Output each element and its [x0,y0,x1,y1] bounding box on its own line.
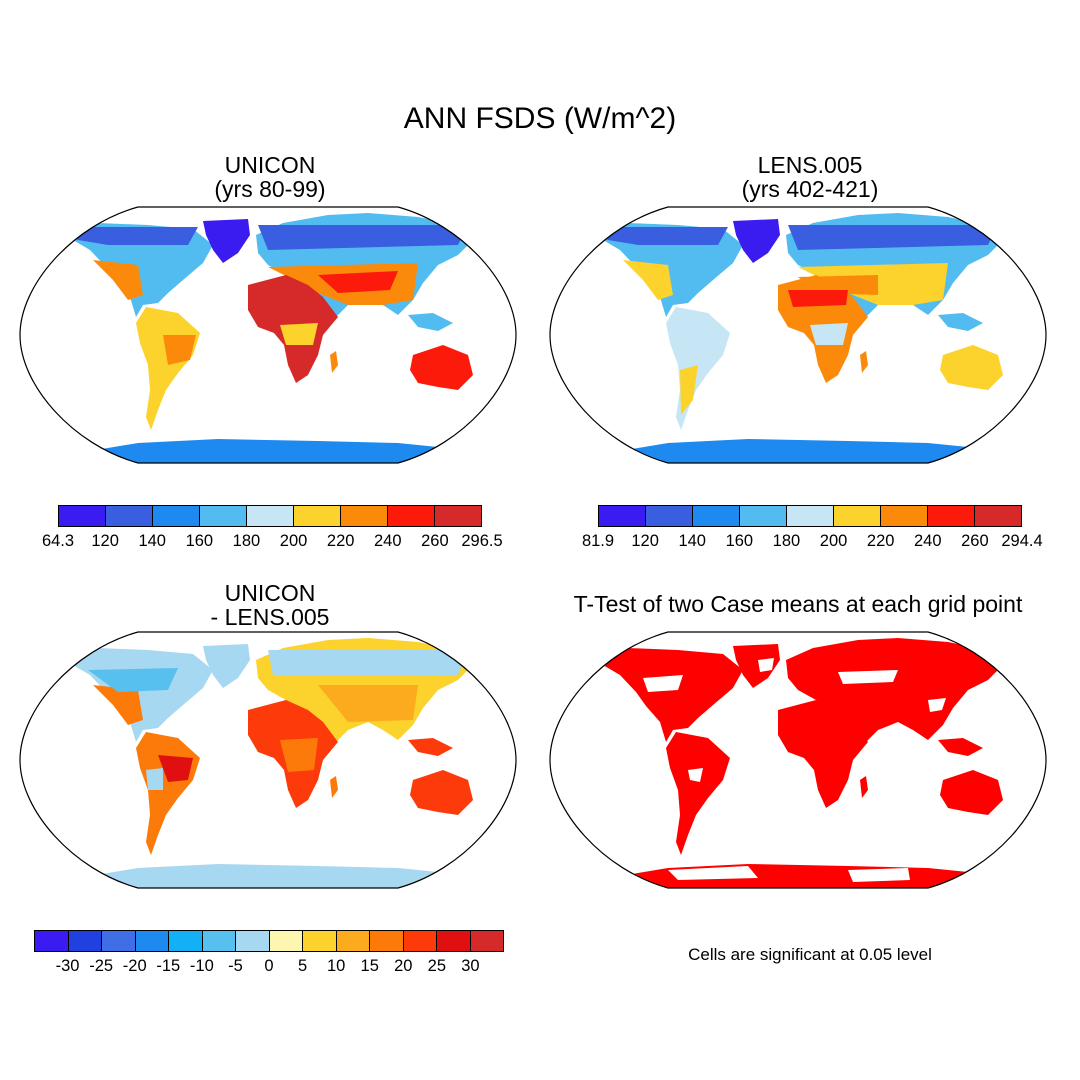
colorbar-tick-label: 260 [961,532,989,550]
colorbar-tick-label: 120 [91,532,119,550]
colorbar-tick-label: 10 [326,957,346,975]
colorbar-tick-label: 160 [185,532,214,550]
colorbar-tick-label: 120 [631,532,659,550]
colorbar-boxes [598,505,1022,527]
colorbar-swatch [834,506,881,526]
colorbar-swatch [975,506,1021,526]
colorbar-tick-label: 260 [421,532,449,550]
colorbar-swatch [35,931,69,951]
colorbar-tick-label: 20 [394,957,413,975]
colorbar-tick-label: 296.5 [461,532,503,550]
colorbar-swatch [437,931,471,951]
colorbar-swatch [236,931,270,951]
colorbar-swatch [928,506,975,526]
significance-note: Cells are significant at 0.05 level [688,945,932,964]
colorbar-tick-label: 160 [725,532,754,550]
colorbar-tick-label: 140 [138,532,166,550]
colorbar-swatch [102,931,136,951]
colorbar-tick-label: 30 [461,957,480,975]
colorbar-swatch [200,506,247,526]
colorbar-boxes [58,505,482,527]
colorbar-tick-label: 180 [232,532,261,550]
colorbar-swatch [341,506,388,526]
colorbar-tick-label: 140 [678,532,706,550]
panel-title-lens: LENS.005 (yrs 402-421) [660,153,960,201]
colorbar-tick-label: 240 [914,532,942,550]
colorbar-tick-label: -25 [89,957,114,975]
panel-title-ttest: T-Test of two Case means at each grid po… [573,591,1023,617]
panel-title-line2: - LENS.005 [210,604,330,630]
colorbar-swatch [470,931,503,951]
colorbar-unicon: 64.3 120 140 160 180 200 220 240 260 296.5 [42,505,503,555]
colorbar-tick-label: 25 [427,957,447,975]
colorbar-swatch [740,506,787,526]
colorbar-lens: 81.9 120 140 160 180 200 220 240 260 294.4 [582,505,1043,555]
colorbar-tick-label: 81.9 [581,532,615,550]
colorbar-swatch [403,931,437,951]
colorbar-tick-label: 220 [866,532,895,550]
colorbar-swatch [202,931,236,951]
panel-title-line2: (yrs 80-99) [214,176,326,202]
colorbar-swatch [153,506,200,526]
colorbar-tick-label: 0 [264,957,274,975]
colorbar-tick-label: -15 [156,957,181,975]
colorbar-swatch [106,506,153,526]
colorbar-tick-label: 240 [374,532,402,550]
colorbar-boxes [34,930,504,952]
colorbar-swatch [135,931,169,951]
colorbar-tick-label: -10 [189,957,214,975]
panel-title-line1: LENS.005 [757,152,863,178]
colorbar-swatch [370,931,404,951]
figure-title: ANN FSDS (W/m^2) [403,102,677,135]
colorbar-tick-label: -30 [55,957,80,975]
colorbar-swatch [169,931,203,951]
colorbar-swatch [599,506,646,526]
colorbar-difference: -30 -25 -20 -15 -10 -5 0 5 10 15 20 25 30 [34,930,504,980]
colorbar-tick-label: 220 [326,532,355,550]
panel-title-line2: (yrs 402-421) [741,176,879,202]
colorbar-swatch [336,931,370,951]
colorbar-tick-label: 200 [819,532,848,550]
colorbar-swatch [59,506,106,526]
map-lens [549,206,1047,464]
panel-title-line1: UNICON [224,580,316,606]
map-unicon [19,206,517,464]
panel-title-line1: UNICON [224,152,316,178]
colorbar-tick-label: 200 [279,532,308,550]
non-significant-cells [643,658,946,882]
colorbar-tick-label: 294.4 [1001,532,1043,550]
colorbar-tick-label: 15 [360,957,379,975]
map-ttest [549,631,1047,889]
colorbar-swatch [294,506,341,526]
map-difference [19,631,517,889]
colorbar-tick-label: -20 [122,957,147,975]
panel-title-unicon: UNICON (yrs 80-99) [120,153,420,201]
colorbar-swatch [303,931,337,951]
colorbar-swatch [693,506,740,526]
colorbar-swatch [646,506,693,526]
colorbar-swatch [435,506,481,526]
colorbar-tick-label: -5 [228,957,243,975]
colorbar-swatch [787,506,834,526]
colorbar-swatch [881,506,928,526]
colorbar-swatch [269,931,303,951]
colorbar-swatch [388,506,435,526]
panel-title-difference: UNICON - LENS.005 [120,581,420,629]
colorbar-swatch [68,931,102,951]
colorbar-tick-label: 180 [772,532,801,550]
colorbar-swatch [247,506,294,526]
colorbar-tick-label: 5 [297,957,308,975]
colorbar-tick-label: 64.3 [41,532,75,550]
